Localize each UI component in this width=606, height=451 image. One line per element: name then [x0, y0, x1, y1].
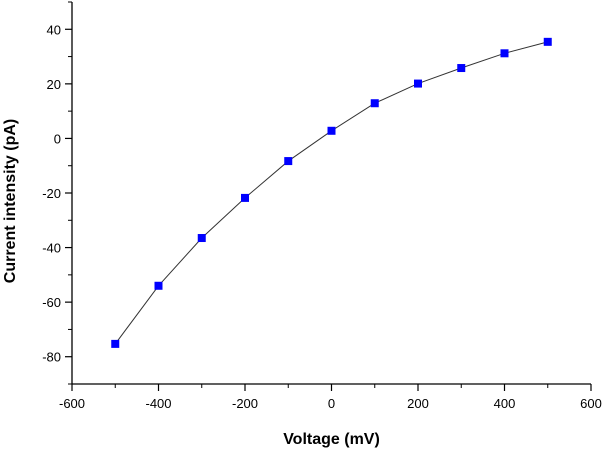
- data-point: [500, 49, 509, 58]
- data-point: [197, 234, 206, 243]
- x-tick-label: 0: [328, 396, 335, 411]
- y-tick-label: 20: [47, 77, 61, 92]
- axes: [71, 2, 591, 385]
- data-point: [414, 79, 422, 88]
- y-tick-label: -40: [42, 241, 61, 256]
- x-tick-label: 400: [494, 396, 516, 411]
- x-tick-label: -200: [232, 396, 258, 411]
- x-axis-title: Voltage (mV): [283, 431, 380, 448]
- x-tick-label: -400: [145, 396, 171, 411]
- x-tick-label: 200: [407, 396, 429, 411]
- y-tick-label: -80: [42, 350, 61, 365]
- y-tick-label: -60: [42, 295, 61, 310]
- series: [111, 37, 552, 348]
- x-tick-label: -600: [59, 396, 85, 411]
- series-line: [114, 41, 548, 345]
- data-point: [111, 339, 120, 348]
- data-point: [284, 157, 293, 166]
- data-point: [457, 64, 466, 73]
- y-axis-title: Current intensity (pA): [2, 119, 19, 283]
- x-tick-label: 600: [580, 396, 602, 411]
- data-point: [370, 99, 379, 108]
- data-point: [543, 37, 552, 46]
- data-point: [154, 281, 163, 290]
- y-tick-label: 0: [54, 131, 61, 146]
- y-tick-label: -20: [42, 186, 61, 201]
- data-point: [327, 126, 336, 135]
- y-tick-label: 40: [47, 22, 61, 37]
- data-point: [241, 193, 249, 202]
